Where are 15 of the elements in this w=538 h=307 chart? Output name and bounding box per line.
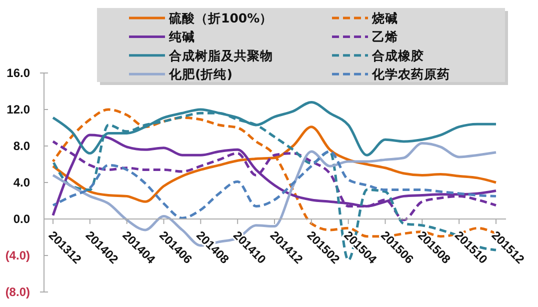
- legend-label: 乙烯: [372, 29, 398, 44]
- legend-label: 合成橡胶: [371, 48, 424, 63]
- y-tick-label: (4.0): [5, 248, 30, 262]
- legend-label: 合成树脂及共聚物: [168, 48, 273, 63]
- y-tick-label: (8.0): [5, 284, 30, 299]
- legend-label: 烧碱: [371, 10, 398, 26]
- y-tick-label: 0.0: [13, 212, 30, 226]
- y-tick-label: 12.0: [6, 102, 30, 116]
- legend-label: 硫酸（折100%）: [168, 10, 273, 26]
- legend-label: 化肥(折纯): [168, 66, 232, 82]
- y-tick-label: 16.0: [6, 66, 30, 80]
- y-tick-label: 4.0: [13, 175, 30, 190]
- legend-label: 纯碱: [168, 29, 195, 44]
- y-tick-label: 8.0: [13, 138, 30, 153]
- legend-label: 化学农药原药: [371, 66, 450, 82]
